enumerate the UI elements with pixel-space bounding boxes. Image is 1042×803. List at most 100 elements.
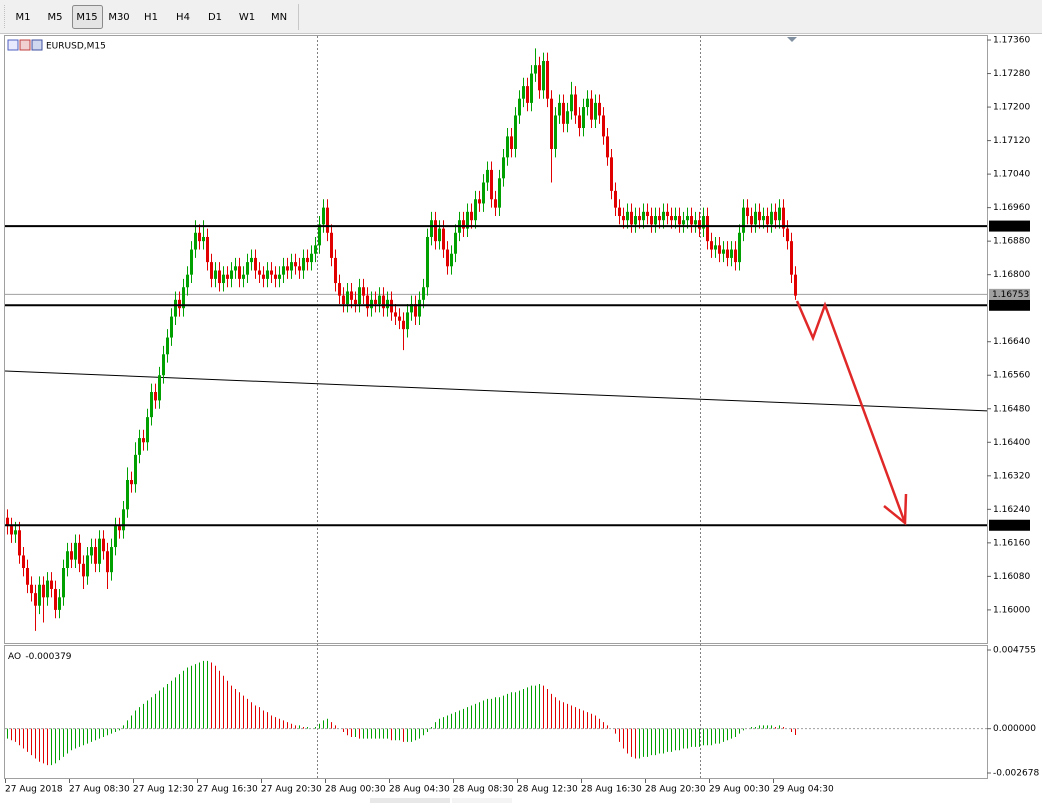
icon-part <box>19 39 31 51</box>
candle-body <box>418 299 421 317</box>
timeframe-button[interactable]: D1 <box>208 12 222 23</box>
candle-body <box>746 207 749 217</box>
candle-body <box>526 86 529 103</box>
y-tick-label: 1.17120 <box>993 136 1030 146</box>
candle-body <box>758 211 761 221</box>
candle-body <box>306 257 309 263</box>
candle-body <box>470 211 473 221</box>
x-tick-label: 28 Aug 20:30 <box>645 785 706 795</box>
candle-body <box>614 190 617 208</box>
candle-body <box>98 538 101 564</box>
toolbar-background <box>0 0 1042 33</box>
candle-body <box>446 249 449 267</box>
candle-body <box>454 232 457 254</box>
candle-body <box>646 211 649 217</box>
candle-body <box>246 262 249 275</box>
candle-body <box>490 169 493 200</box>
y-tick-label: 1.16640 <box>993 337 1030 347</box>
candle-body <box>206 236 209 263</box>
timeframe-toolbar: M1 M5 M15 M30 H1 H4 D1 W1 MN <box>0 0 1042 34</box>
candle-body <box>70 551 73 560</box>
y-tick-label: 1.16560 <box>993 371 1030 381</box>
candle-body <box>250 257 253 263</box>
candle-body <box>382 295 385 309</box>
candle-body <box>754 211 757 225</box>
candle-body <box>214 270 217 279</box>
icon-part <box>31 39 43 51</box>
candle-body <box>430 220 433 237</box>
candle-body <box>298 266 301 271</box>
timeframe-button[interactable]: M15 <box>72 5 103 29</box>
timeframe-button[interactable]: M1 <box>16 12 31 23</box>
candle-body <box>486 169 489 183</box>
candle-body <box>74 542 77 560</box>
indicator-frame <box>4 645 988 779</box>
candle-body <box>294 262 297 267</box>
indicator-value: -0.000379 <box>25 652 71 662</box>
candle-body <box>650 216 653 225</box>
x-tick-label: 27 Aug 12:30 <box>133 785 194 795</box>
x-tick-label: 28 Aug 00:30 <box>325 785 386 795</box>
arrow-path <box>795 300 907 524</box>
indicator-y-tick-label: -0.002678 <box>993 769 1039 779</box>
price-layer: 1.17360 1.17280 1.17200 1.17120 1.17040 1.169… <box>4 36 1039 795</box>
candle-body <box>718 245 721 254</box>
candle-body <box>146 417 149 443</box>
timeframe-button[interactable]: H1 <box>144 12 158 23</box>
bid-label-box <box>989 288 1030 300</box>
candle-body <box>618 207 621 217</box>
candle-body <box>774 211 777 221</box>
candle-body <box>534 65 537 74</box>
x-tick-label: 28 Aug 04:30 <box>389 785 450 795</box>
candle-body <box>542 60 545 91</box>
candle-body <box>782 207 785 229</box>
candle-body <box>102 538 105 552</box>
chart-title: EURUSD,M15 <box>46 42 106 52</box>
timeframe-button[interactable]: MN <box>271 12 287 23</box>
trend-line <box>4 370 988 412</box>
candle-body <box>466 211 469 229</box>
candle-body <box>502 157 505 179</box>
candle-body <box>242 274 245 279</box>
candle-body <box>794 274 797 296</box>
candle-body <box>190 249 193 275</box>
button-active-frame <box>72 5 103 29</box>
candle-body <box>374 299 377 305</box>
candle-body <box>386 299 389 309</box>
candle-body <box>322 207 325 225</box>
candle-body <box>150 392 153 418</box>
candle-body <box>90 547 93 556</box>
candle-body <box>142 438 145 443</box>
chart-icon <box>7 39 43 51</box>
candle-body <box>222 274 225 284</box>
timeframe-button[interactable]: M30 <box>108 12 129 23</box>
indicator-label: AO -0.000379 <box>8 652 72 662</box>
candle-body <box>334 257 337 284</box>
candle-body <box>202 236 205 242</box>
timeframe-button[interactable]: M5 <box>48 12 63 23</box>
candle-body <box>498 178 501 208</box>
candle-body <box>366 295 369 309</box>
candle-body <box>166 337 169 355</box>
candle-body <box>590 98 593 120</box>
candle-body <box>738 232 741 263</box>
button-label: D1 <box>208 12 222 23</box>
candle-body <box>282 266 285 275</box>
y-tick-label: 1.17280 <box>993 69 1030 79</box>
candle-body <box>194 232 197 250</box>
candle-body <box>302 257 305 271</box>
chart-shift-marker <box>787 37 797 42</box>
candle-body <box>706 216 709 242</box>
candle-body <box>654 216 657 225</box>
candle-body <box>510 136 513 149</box>
candle-body <box>134 454 137 485</box>
candle-body <box>86 555 89 577</box>
timeframe-button[interactable]: W1 <box>239 12 255 23</box>
button-label: M5 <box>48 12 63 23</box>
candle-body <box>358 287 361 305</box>
y-tick-label: 1.16160 <box>993 538 1030 548</box>
candle-body <box>574 94 577 116</box>
timeframe-button[interactable]: H4 <box>176 12 190 23</box>
